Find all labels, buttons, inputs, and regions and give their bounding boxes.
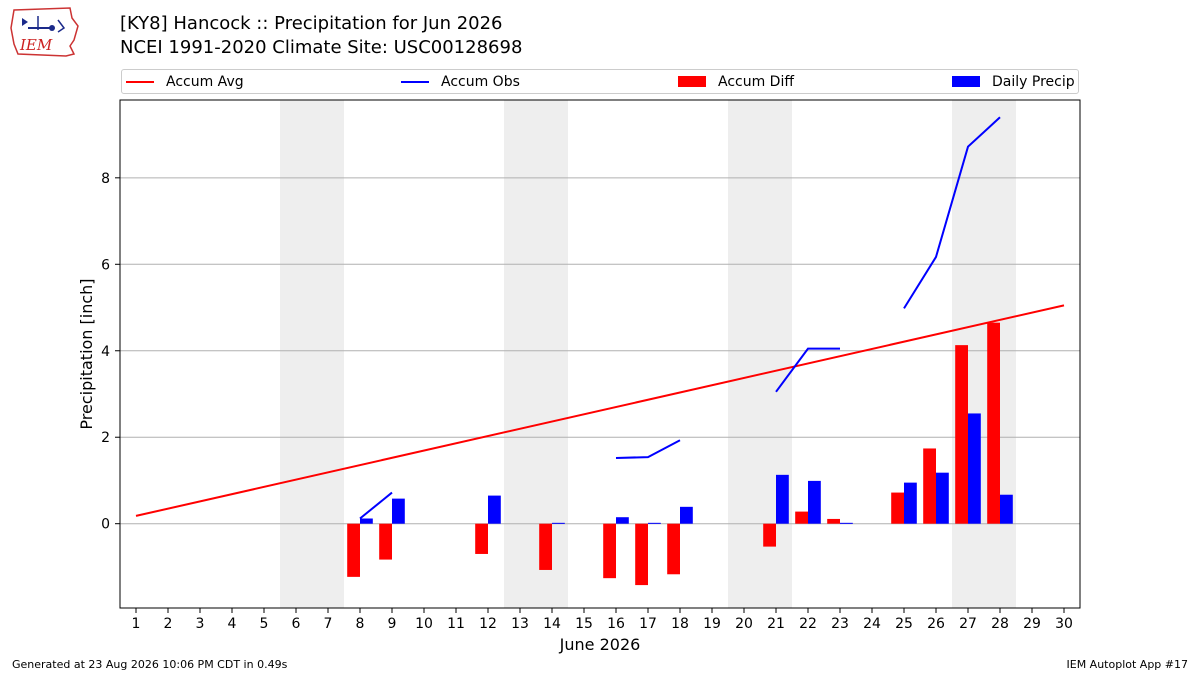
accum-diff-bar-day-28: [987, 322, 1000, 524]
x-tick-label-20: 20: [735, 616, 753, 632]
y-axis-label: Precipitation [inch]: [77, 278, 96, 429]
daily-precip-bar-day-22: [808, 480, 821, 524]
legend-swatch-accum-diff: [678, 76, 706, 87]
legend-swatch-daily-precip: [952, 76, 980, 87]
x-tick-label-23: 23: [831, 616, 849, 632]
legend-item-accum-diff: Accum Diff: [678, 70, 794, 93]
y-tick-label-2: 2: [101, 430, 110, 446]
x-tick-label-4: 4: [228, 616, 237, 632]
legend-label-accum-obs: Accum Obs: [441, 73, 520, 90]
x-tick-label-30: 30: [1055, 616, 1073, 632]
daily-precip-bar-day-28: [1000, 494, 1013, 524]
chart-subtitle: NCEI 1991-2020 Climate Site: USC00128698: [120, 37, 523, 58]
x-tick-label-26: 26: [927, 616, 945, 632]
legend-item-daily-precip: Daily Precip: [952, 70, 1075, 93]
y-tick-label-8: 8: [101, 171, 110, 187]
daily-precip-bar-day-27: [968, 413, 981, 524]
accum-diff-bar-day-26: [923, 448, 936, 524]
x-tick-label-3: 3: [196, 616, 205, 632]
daily-precip-bar-day-21: [776, 474, 789, 524]
legend: Accum Avg Accum Obs Accum Diff Daily Pre…: [121, 69, 1079, 94]
legend-label-daily-precip: Daily Precip: [992, 73, 1075, 90]
legend-label-accum-diff: Accum Diff: [718, 73, 795, 90]
x-tick-label-22: 22: [799, 616, 817, 632]
accum-diff-bar-day-12: [475, 523, 488, 554]
generated-footer: Generated at 23 Aug 2026 10:06 PM CDT in…: [12, 658, 288, 671]
daily-precip-bar-day-14: [552, 522, 565, 524]
daily-precip-bar-day-23: [840, 522, 853, 524]
y-tick-label-4: 4: [101, 344, 110, 360]
x-tick-label-17: 17: [639, 616, 657, 632]
weekend-band-2: [504, 100, 568, 608]
legend-swatch-accum-avg: [126, 80, 154, 83]
daily-precip-bar-day-9: [392, 498, 405, 524]
chart-title: [KY8] Hancock :: Precipitation for Jun 2…: [120, 13, 503, 34]
legend-item-accum-obs: Accum Obs: [401, 70, 520, 93]
app-footer: IEM Autoplot App #17: [1066, 658, 1189, 671]
accum-avg-line: [135, 304, 1065, 517]
accum-obs-line-segment-4: [903, 116, 1001, 309]
x-tick-label-11: 11: [447, 616, 465, 632]
x-tick-label-25: 25: [895, 616, 913, 632]
x-tick-label-24: 24: [863, 616, 881, 632]
x-tick-label-8: 8: [356, 616, 365, 632]
legend-swatch-accum-obs: [401, 80, 429, 83]
accum-diff-bar-day-21: [763, 523, 776, 547]
x-tick-label-28: 28: [991, 616, 1009, 632]
accum-diff-bar-day-27: [955, 345, 968, 524]
daily-precip-bar-day-8: [360, 518, 373, 524]
plot-frame: [119, 99, 1081, 609]
accum-obs-line-segment-3: [775, 347, 840, 393]
x-tick-label-29: 29: [1023, 616, 1041, 632]
x-tick-label-27: 27: [959, 616, 977, 632]
x-tick-label-5: 5: [260, 616, 269, 632]
daily-precip-bar-day-16: [616, 517, 629, 524]
x-tick-label-9: 9: [388, 616, 397, 632]
weekend-band-1: [280, 100, 344, 608]
x-tick-label-15: 15: [575, 616, 593, 632]
iem-logo: IEM: [10, 7, 79, 57]
daily-precip-bar-day-25: [904, 482, 917, 524]
x-tick-label-19: 19: [703, 616, 721, 632]
x-tick-label-12: 12: [479, 616, 497, 632]
x-tick-label-2: 2: [164, 616, 173, 632]
y-tick-label-0: 0: [101, 517, 110, 533]
x-tick-label-14: 14: [543, 616, 561, 632]
accum-diff-bar-day-17: [635, 523, 648, 586]
x-tick-label-10: 10: [415, 616, 433, 632]
x-tick-label-21: 21: [767, 616, 785, 632]
x-tick-label-6: 6: [292, 616, 301, 632]
daily-precip-bar-day-17: [648, 522, 661, 524]
daily-precip-bar-day-18: [680, 506, 693, 524]
legend-label-accum-avg: Accum Avg: [166, 73, 244, 90]
weekend-band-3: [728, 100, 792, 608]
accum-diff-bar-day-8: [347, 523, 360, 577]
x-axis-label: June 2026: [559, 635, 641, 654]
accum-diff-bar-day-9: [379, 523, 392, 560]
accum-diff-bar-day-14: [539, 523, 552, 570]
accum-obs-line-segment-1: [359, 491, 393, 520]
x-tick-label-1: 1: [132, 616, 141, 632]
logo-text: IEM: [19, 36, 53, 54]
accum-diff-bar-day-22: [795, 511, 808, 524]
accum-diff-bar-day-25: [891, 492, 904, 524]
accum-obs-line-segment-2: [615, 439, 681, 459]
daily-precip-bar-day-26: [936, 472, 949, 524]
accum-diff-bar-day-18: [667, 523, 680, 575]
x-tick-label-13: 13: [511, 616, 529, 632]
accum-diff-bar-day-16: [603, 523, 616, 579]
accum-diff-bar-day-23: [827, 518, 840, 524]
daily-precip-bar-day-12: [488, 495, 501, 524]
x-tick-label-18: 18: [671, 616, 689, 632]
x-tick-label-7: 7: [324, 616, 333, 632]
y-tick-label-6: 6: [101, 257, 110, 273]
legend-item-accum-avg: Accum Avg: [126, 70, 244, 93]
x-tick-label-16: 16: [607, 616, 625, 632]
